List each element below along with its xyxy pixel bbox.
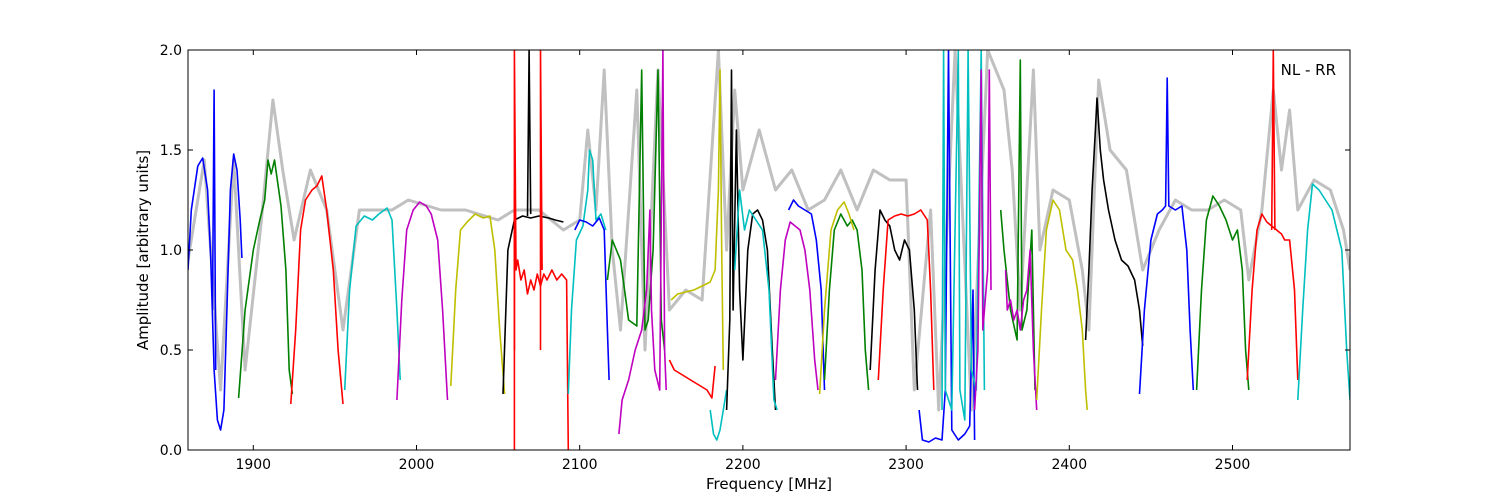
reference-layer (188, 50, 1350, 412)
series-line-33 (1035, 199, 1088, 411)
x-tick-label: 2400 (1051, 457, 1087, 473)
y-tick-label: 0.0 (160, 443, 182, 459)
series-line-28 (918, 50, 976, 443)
x-axis-label: Frequency [MHz] (706, 475, 832, 493)
y-tick-label: 2.0 (160, 43, 182, 59)
series-line-8 (502, 215, 564, 395)
series-line-21 (733, 189, 778, 411)
series-line-32 (1004, 249, 1038, 411)
series-line-18 (670, 69, 725, 371)
series-line-26 (869, 209, 919, 391)
series-layer (188, 50, 1350, 450)
y-tick-label: 1.5 (160, 143, 182, 159)
y-axis-label: Amplitude [arbitrary units] (134, 150, 152, 350)
series-line-11 (513, 50, 517, 350)
x-tick-label: 2000 (399, 457, 435, 473)
y-axis: 0.0 0.5 1.0 1.5 2.0 (160, 43, 1350, 459)
series-line-25 (818, 201, 855, 395)
series-line-23 (787, 199, 826, 391)
x-axis: 1900 2000 2100 2200 2300 2400 2500 (235, 50, 1250, 473)
chart-annotation: NL - RR (1281, 61, 1336, 79)
x-tick-label: 2100 (562, 457, 598, 473)
series-line-1 (188, 153, 243, 431)
reference-envelope-line (188, 50, 1350, 412)
series-line-36 (1195, 195, 1250, 391)
plot-area (188, 50, 1350, 450)
series-line-27 (877, 209, 935, 391)
series-line-17 (668, 359, 716, 399)
y-tick-label: 0.5 (160, 343, 182, 359)
series-line-29 (941, 50, 986, 421)
series-line-14 (574, 217, 610, 381)
x-tick-label: 2300 (888, 457, 924, 473)
series-line-24 (823, 213, 870, 391)
x-tick-label: 1900 (235, 457, 271, 473)
series-line-38 (1270, 50, 1276, 231)
series-line-7 (450, 213, 506, 395)
series-line-4 (290, 175, 344, 405)
series-line-6 (396, 201, 449, 401)
series-line-12 (539, 50, 543, 350)
series-line-15 (606, 69, 666, 351)
series-line-9 (526, 50, 532, 217)
series-line-30 (973, 69, 992, 411)
series-line-13 (567, 149, 607, 395)
series-line-16 (618, 50, 667, 435)
series-line-3 (237, 159, 294, 399)
series-line-35 (1138, 77, 1195, 395)
x-tick-label: 2500 (1215, 457, 1251, 473)
y-tick-label: 1.0 (160, 243, 182, 259)
series-line-20 (725, 69, 777, 411)
series-line-5 (343, 207, 401, 391)
series-line-39 (1297, 183, 1350, 401)
series-line-19 (709, 389, 728, 441)
series-line-10 (513, 189, 570, 450)
series-line-2 (211, 89, 217, 371)
x-tick-label: 2200 (725, 457, 761, 473)
series-line-34 (1084, 97, 1144, 347)
series-line-22 (774, 221, 819, 391)
